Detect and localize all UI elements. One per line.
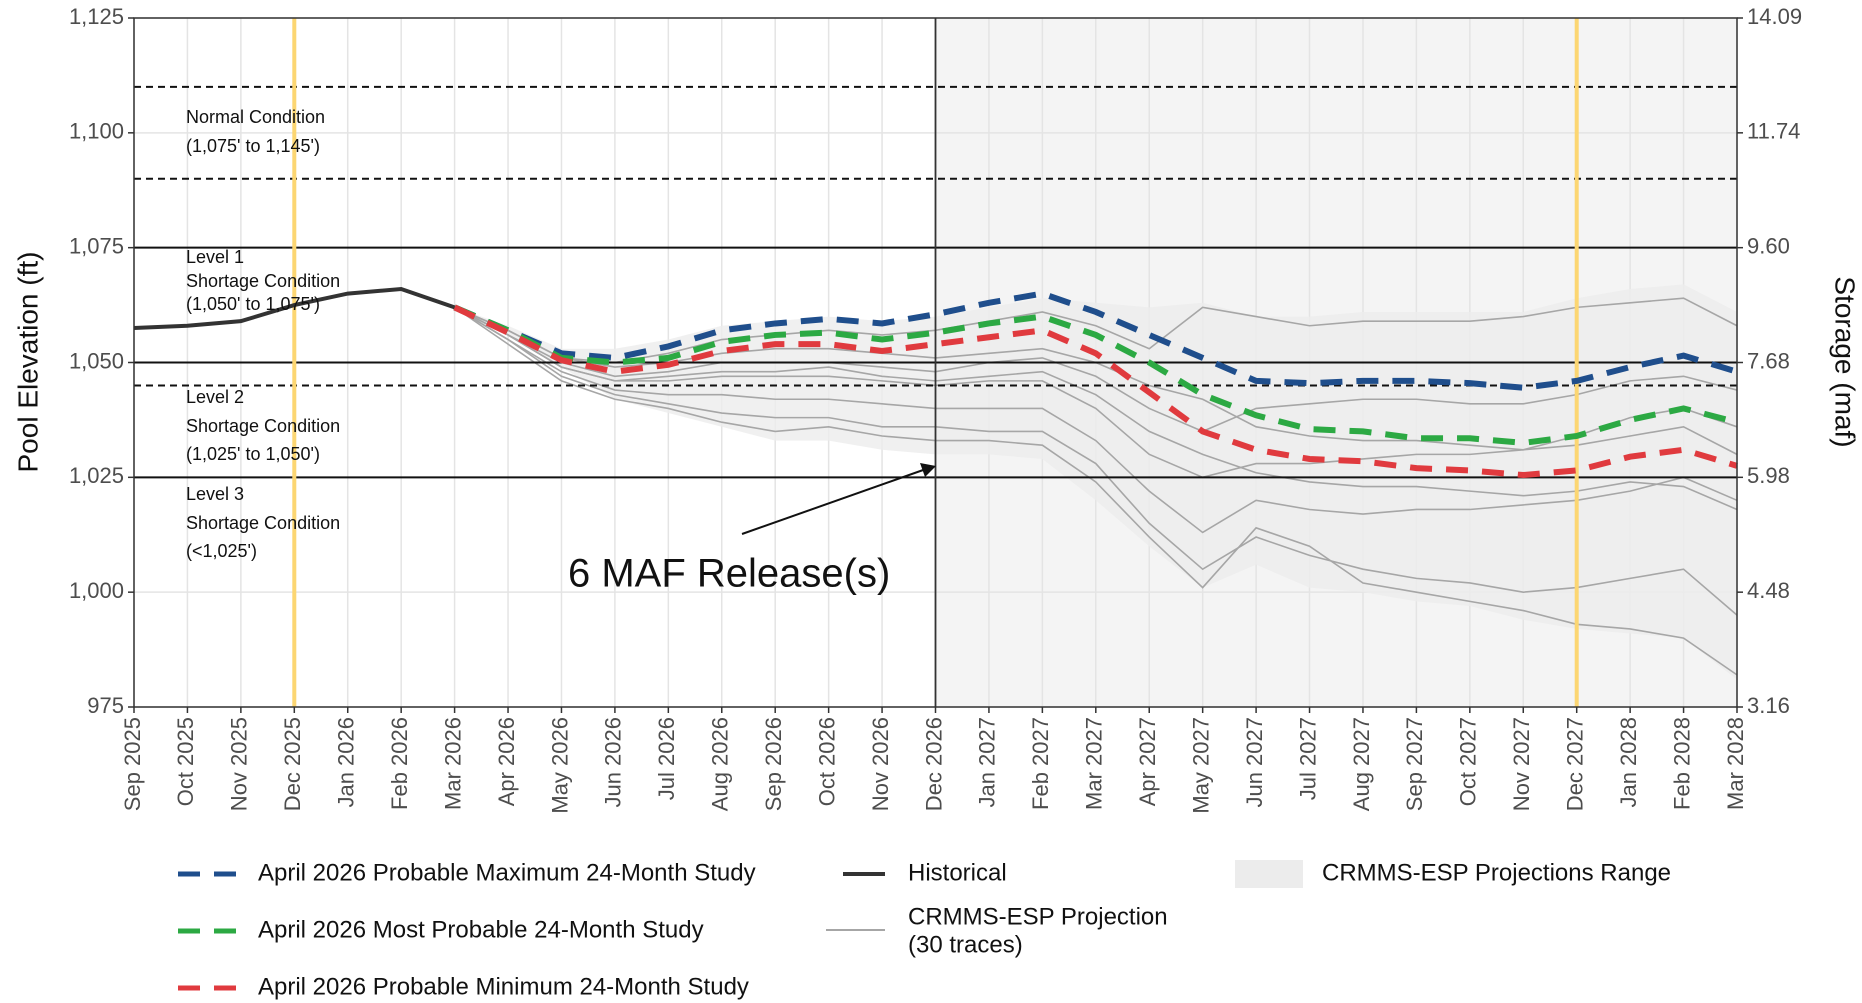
x-tick-label: Apr 2026 (494, 717, 519, 806)
x-tick-label: Mar 2026 (440, 717, 465, 810)
plot-area (133, 17, 1738, 708)
y-tick-label: 1,000 (69, 578, 124, 603)
trace-line (454, 306, 1738, 433)
y-tick-label: 1,050 (69, 348, 124, 373)
y-tick-label: 1,025 (69, 463, 124, 488)
x-tick-label: Jan 2028 (1616, 717, 1641, 808)
x-tick-label: Dec 2025 (280, 717, 305, 811)
x-tick-label: Sep 2025 (120, 717, 145, 811)
y2-tick-label: 5.98 (1747, 463, 1790, 488)
arrow-head (920, 463, 936, 477)
x-tick-label: Nov 2027 (1509, 717, 1534, 811)
y-tick-label: 1,075 (69, 233, 124, 258)
x-tick-label: Nov 2025 (227, 717, 252, 811)
x-tick-label: Jan 2027 (975, 717, 1000, 808)
y2-tick-label: 11.74 (1747, 119, 1800, 144)
y2-tick-label: 3.16 (1747, 693, 1790, 718)
x-tick-label: Dec 2026 (921, 717, 946, 811)
x-tick-label: May 2026 (547, 717, 572, 814)
legend-label: April 2026 Probable Minimum 24-Month Stu… (258, 973, 749, 1000)
legend-label: April 2026 Probable Maximum 24-Month Stu… (258, 859, 756, 886)
trace-line (454, 306, 1738, 616)
series-line (453, 304, 1738, 479)
y2-axis-title: Storage (maf) (1830, 276, 1861, 447)
callout-arrow (741, 468, 927, 535)
annotation: Shortage Condition (186, 271, 340, 291)
x-tick-label: Feb 2028 (1669, 717, 1694, 810)
x-tick-label: Jun 2027 (1242, 717, 1267, 808)
trace-line (454, 306, 1738, 511)
x-tick-label: Oct 2025 (173, 717, 198, 806)
annotation: (1,050' to 1,075') (186, 294, 320, 314)
x-tick-label: Aug 2027 (1349, 717, 1374, 811)
x-tick-label: Nov 2026 (868, 717, 893, 811)
x-tick-label: Sep 2026 (761, 717, 786, 811)
y2-tick-label: 9.60 (1747, 233, 1790, 258)
x-tick-label: Jul 2026 (654, 717, 679, 800)
x-tick-label: Dec 2027 (1563, 717, 1588, 811)
trace-line (454, 297, 1738, 364)
annotation: (<1,025') (186, 541, 257, 561)
x-tick-label: Aug 2026 (708, 717, 733, 811)
legend-label: Historical (908, 859, 1007, 886)
legend-label: April 2026 Most Probable 24-Month Study (258, 916, 704, 943)
series-line (453, 290, 1738, 391)
annotation: Level 3 (186, 484, 244, 504)
x-tick-label: Feb 2027 (1028, 717, 1053, 810)
x-tick-label: Jul 2027 (1295, 717, 1320, 800)
trace-line (454, 306, 1738, 676)
annotation: Shortage Condition (186, 513, 340, 533)
x-tick-label: Apr 2027 (1135, 717, 1160, 806)
x-tick-label: Feb 2026 (387, 717, 412, 810)
annotation: Shortage Condition (186, 416, 340, 436)
legend-swatch (1235, 860, 1303, 888)
annotation: Level 1 (186, 247, 244, 267)
annotation: Level 2 (186, 387, 244, 407)
y-tick-label: 975 (87, 693, 124, 718)
trace-line (454, 306, 1738, 534)
y-tick-label: 1,125 (69, 4, 124, 29)
legend-label: CRMMS-ESP Projection (908, 903, 1168, 930)
y2-tick-label: 14.09 (1747, 4, 1802, 29)
y2-tick-label: 7.68 (1747, 348, 1790, 373)
y2-tick-label: 4.48 (1747, 578, 1790, 603)
y-axis-title: Pool Elevation (ft) (12, 252, 43, 473)
callout: 6 MAF Release(s) (568, 552, 890, 596)
series-line (133, 286, 456, 331)
x-tick-label: Sep 2027 (1402, 717, 1427, 811)
annotation: Normal Condition (186, 107, 325, 127)
series-line (453, 304, 1738, 446)
legend-label: CRMMS-ESP Projections Range (1322, 859, 1671, 886)
x-tick-label: Mar 2028 (1723, 717, 1748, 810)
x-tick-label: Jun 2026 (601, 717, 626, 808)
x-tick-label: Mar 2027 (1082, 717, 1107, 810)
x-tick-label: Jan 2026 (334, 717, 359, 808)
annotation: (1,075' to 1,145') (186, 136, 320, 156)
y-tick-label: 1,100 (69, 119, 124, 144)
x-tick-label: Oct 2027 (1456, 717, 1481, 806)
x-tick-label: May 2027 (1188, 717, 1213, 814)
x-tick-label: Oct 2026 (814, 717, 839, 806)
legend-label: (30 traces) (908, 931, 1023, 958)
annotation: (1,025' to 1,050') (186, 444, 320, 464)
